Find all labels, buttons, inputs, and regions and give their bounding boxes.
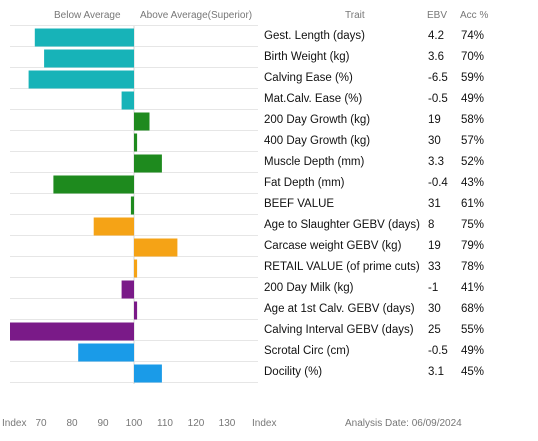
bar [53, 175, 134, 194]
trait-label: Age at 1st Calv. GEBV (days) [264, 303, 415, 315]
acc-value: 78% [461, 261, 485, 273]
trait-label: RETAIL VALUE (of prime cuts) [264, 261, 420, 273]
acc-value: 79% [461, 240, 485, 252]
x-tick-label: 130 [219, 418, 236, 429]
bar [134, 112, 150, 131]
bar [78, 343, 134, 362]
acc-column-header: Acc % [460, 10, 489, 21]
trait-label: Mat.Calv. Ease (%) [264, 93, 363, 105]
x-tick-label: 120 [188, 418, 205, 429]
bar [134, 364, 162, 383]
ebv-value: 4.2 [428, 30, 444, 42]
trait-label: 400 Day Growth (kg) [264, 135, 371, 147]
below-average-header: Below Average [54, 10, 121, 21]
trait-label: Calving Ease (%) [264, 72, 353, 84]
trait-label: Muscle Depth (mm) [264, 156, 365, 168]
ebv-column-header: EBV [427, 10, 448, 21]
bar [121, 280, 134, 299]
ebv-value: 25 [428, 324, 441, 336]
x-tick-label: 90 [97, 418, 109, 429]
x-tick-label: 70 [35, 418, 47, 429]
index-label-left: Index [2, 418, 27, 429]
bar [134, 259, 138, 278]
acc-value: 49% [461, 345, 485, 357]
acc-value: 43% [461, 177, 485, 189]
ebv-value: 3.3 [428, 156, 444, 168]
acc-value: 59% [461, 72, 485, 84]
acc-value: 49% [461, 93, 485, 105]
bar [44, 49, 134, 68]
ebv-value: -0.5 [428, 345, 448, 357]
ebv-value: -1 [428, 282, 439, 294]
ebv-value: 3.1 [428, 366, 444, 378]
ebv-value: -0.5 [428, 93, 448, 105]
trait-label: Carcase weight GEBV (kg) [264, 240, 402, 252]
ebv-value: 8 [428, 219, 435, 231]
ebv-value: 31 [428, 198, 441, 210]
acc-value: 57% [461, 135, 485, 147]
acc-value: 58% [461, 114, 485, 126]
trait-label: Fat Depth (mm) [264, 177, 345, 189]
trait-label: 200 Day Growth (kg) [264, 114, 371, 126]
ebv-value: -0.4 [428, 177, 448, 189]
bar [134, 301, 138, 320]
ebv-value: 33 [428, 261, 441, 273]
trait-label: 200 Day Milk (kg) [264, 282, 354, 294]
x-tick-label: 110 [157, 418, 173, 429]
trait-label: Gest. Length (days) [264, 30, 365, 42]
ebv-value: 19 [428, 240, 441, 252]
bar [34, 28, 134, 47]
trait-column-header: Trait [345, 10, 365, 21]
bar [93, 217, 134, 236]
acc-value: 52% [461, 156, 485, 168]
acc-value: 45% [461, 366, 485, 378]
ebv-value: 19 [428, 114, 441, 126]
bar [121, 91, 134, 110]
ebv-value: -6.5 [428, 72, 448, 84]
bar [134, 133, 138, 152]
bar [130, 196, 134, 215]
trait-label: Scrotal Circ (cm) [264, 345, 350, 357]
acc-value: 75% [461, 219, 485, 231]
acc-value: 41% [461, 282, 485, 294]
acc-value: 61% [461, 198, 485, 210]
trait-label: Birth Weight (kg) [264, 51, 350, 63]
bar [28, 70, 135, 89]
ebv-value: 3.6 [428, 51, 444, 63]
x-tick-label: 80 [66, 418, 78, 429]
analysis-date: Analysis Date: 06/09/2024 [345, 418, 462, 429]
acc-value: 74% [461, 30, 485, 42]
trait-label: Age to Slaughter GEBV (days) [264, 219, 420, 231]
index-label-right: Index [252, 418, 277, 429]
x-tick-label: 100 [126, 418, 143, 429]
acc-value: 70% [461, 51, 485, 63]
trait-label: Docility (%) [264, 366, 323, 378]
bar [10, 322, 134, 341]
trait-label: Calving Interval GEBV (days) [264, 324, 414, 336]
above-average-header: Above Average(Superior) [140, 10, 253, 21]
ebv-value: 30 [428, 303, 441, 315]
acc-value: 55% [461, 324, 485, 336]
bar [134, 154, 162, 173]
trait-label: BEEF VALUE [264, 198, 335, 210]
bar [134, 238, 178, 257]
acc-value: 68% [461, 303, 485, 315]
ebv-value: 30 [428, 135, 441, 147]
